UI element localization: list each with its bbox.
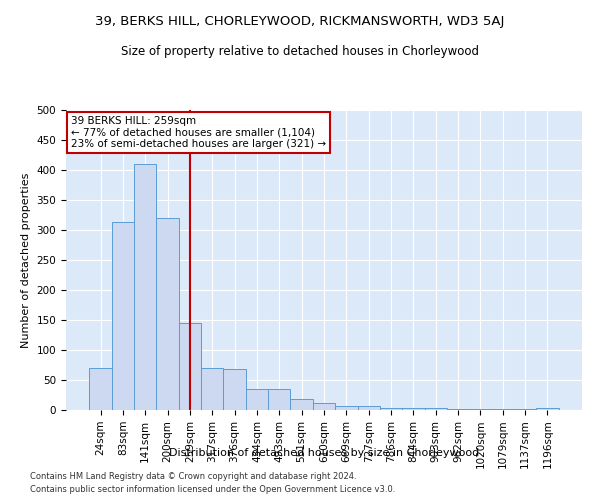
Text: 39 BERKS HILL: 259sqm
← 77% of detached houses are smaller (1,104)
23% of semi-d: 39 BERKS HILL: 259sqm ← 77% of detached … xyxy=(71,116,326,149)
Bar xyxy=(402,408,425,410)
Bar xyxy=(425,408,447,410)
Bar xyxy=(290,399,313,410)
Bar xyxy=(536,408,559,410)
Bar xyxy=(358,406,380,410)
Text: Distribution of detached houses by size in Chorleywood: Distribution of detached houses by size … xyxy=(169,448,479,458)
Text: Size of property relative to detached houses in Chorleywood: Size of property relative to detached ho… xyxy=(121,45,479,58)
Bar xyxy=(89,368,112,410)
Bar xyxy=(223,369,246,410)
Text: Contains public sector information licensed under the Open Government Licence v3: Contains public sector information licen… xyxy=(30,485,395,494)
Text: 39, BERKS HILL, CHORLEYWOOD, RICKMANSWORTH, WD3 5AJ: 39, BERKS HILL, CHORLEYWOOD, RICKMANSWOR… xyxy=(95,15,505,28)
Text: Contains HM Land Registry data © Crown copyright and database right 2024.: Contains HM Land Registry data © Crown c… xyxy=(30,472,356,481)
Bar xyxy=(335,406,358,410)
Bar xyxy=(313,404,335,410)
Bar xyxy=(112,222,134,410)
Bar xyxy=(134,164,157,410)
Bar xyxy=(157,218,179,410)
Y-axis label: Number of detached properties: Number of detached properties xyxy=(21,172,31,348)
Bar xyxy=(268,389,290,410)
Bar xyxy=(179,323,201,410)
Bar xyxy=(246,389,268,410)
Bar xyxy=(201,368,223,410)
Bar xyxy=(380,408,402,410)
